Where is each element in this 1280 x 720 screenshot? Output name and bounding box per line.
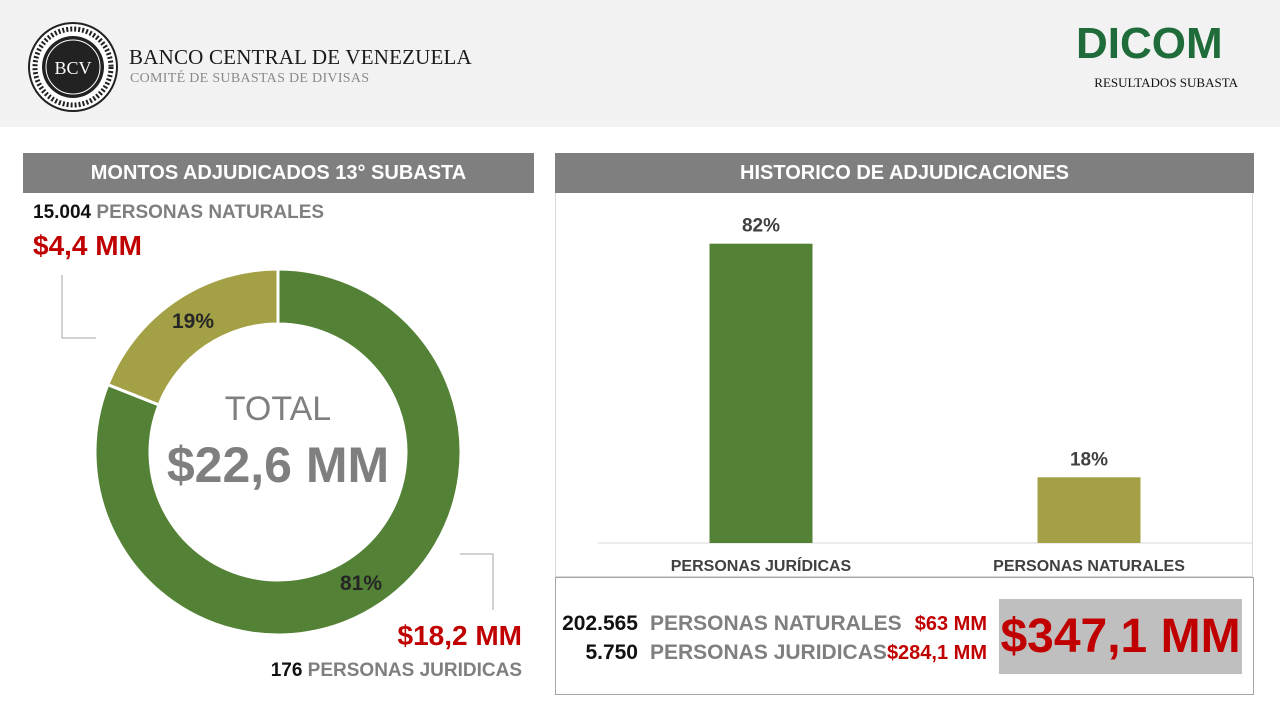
- naturales-leader-line: [61, 275, 96, 339]
- naturales-amount: $4,4 MM: [33, 230, 142, 261]
- juridicas-callout: 176 PERSONAS JURIDICAS: [271, 660, 522, 682]
- naturales-count: 15.004: [33, 202, 92, 223]
- donut-data-label-juridicas: 81%: [340, 572, 382, 595]
- bar-category-label-juridicas: PERSONAS JURÍDICAS: [671, 556, 852, 575]
- naturales-label: PERSONAS NATURALES: [96, 202, 325, 223]
- committee-name: COMITÉ DE SUBASTAS DE DIVISAS: [130, 71, 370, 86]
- summary-juridicas-count: 5.750: [585, 641, 638, 664]
- bar-naturales: [1037, 477, 1141, 543]
- results-label: RESULTADOS SUBASTA: [1094, 75, 1238, 90]
- donut-slice-juridicas: [93, 267, 463, 637]
- donut-center-label: TOTAL: [225, 390, 331, 428]
- bar-chart: 82% PERSONAS JURÍDICAS 18% PERSONAS NATURAL…: [598, 216, 1253, 575]
- juridicas-label: PERSONAS JURIDICAS: [307, 660, 522, 681]
- header-band: BCV BANCO CENTRAL DE VENEZUELA COMITÉ DE…: [0, 0, 1280, 127]
- bar-juridicas: [709, 243, 813, 543]
- juridicas-count: 176: [270, 660, 303, 681]
- summary-naturales-amount: $63 MM: [914, 613, 987, 635]
- donut-center-total: $22,6 MM: [167, 437, 389, 493]
- left-panel-title: MONTOS ADJUDICADOS 13° SUBASTA: [23, 153, 534, 193]
- bcv-seal-logo: BCV: [28, 22, 118, 112]
- juridicas-amount: $18,2 MM: [397, 620, 523, 651]
- summary-box: [555, 577, 1254, 695]
- summary-naturales-count: 202.565: [562, 612, 638, 635]
- bar-chart-frame: [555, 193, 1253, 577]
- juridicas-leader-line: [460, 553, 494, 610]
- summary-total: $347,1 MM: [999, 599, 1242, 674]
- donut-data-label-naturales: 19%: [172, 310, 214, 333]
- naturales-callout: 15.004 PERSONAS NATURALES: [33, 202, 324, 224]
- bank-name: BANCO CENTRAL DE VENEZUELA: [129, 45, 472, 69]
- summary-juridicas-amount: $284,1 MM: [886, 642, 987, 664]
- dicom-logo: DICOM: [1076, 20, 1223, 66]
- dicom-logo-text: DICOM: [1076, 20, 1223, 66]
- bar-category-label-naturales: PERSONAS NATURALES: [993, 558, 1185, 575]
- seal-text: BCV: [54, 58, 91, 78]
- summary-juridicas-label: PERSONAS JURIDICAS: [650, 641, 887, 664]
- summary-naturales-label: PERSONAS NATURALES: [650, 612, 902, 635]
- bar-data-label-juridicas: 82%: [742, 216, 780, 237]
- right-panel-title: HISTORICO DE ADJUDICACIONES: [555, 153, 1254, 193]
- donut-slice-naturales: [105, 267, 280, 407]
- bar-data-label-naturales: 18%: [1070, 449, 1108, 470]
- donut-chart: 81% 19% TOTAL $22,6 MM: [61, 267, 494, 637]
